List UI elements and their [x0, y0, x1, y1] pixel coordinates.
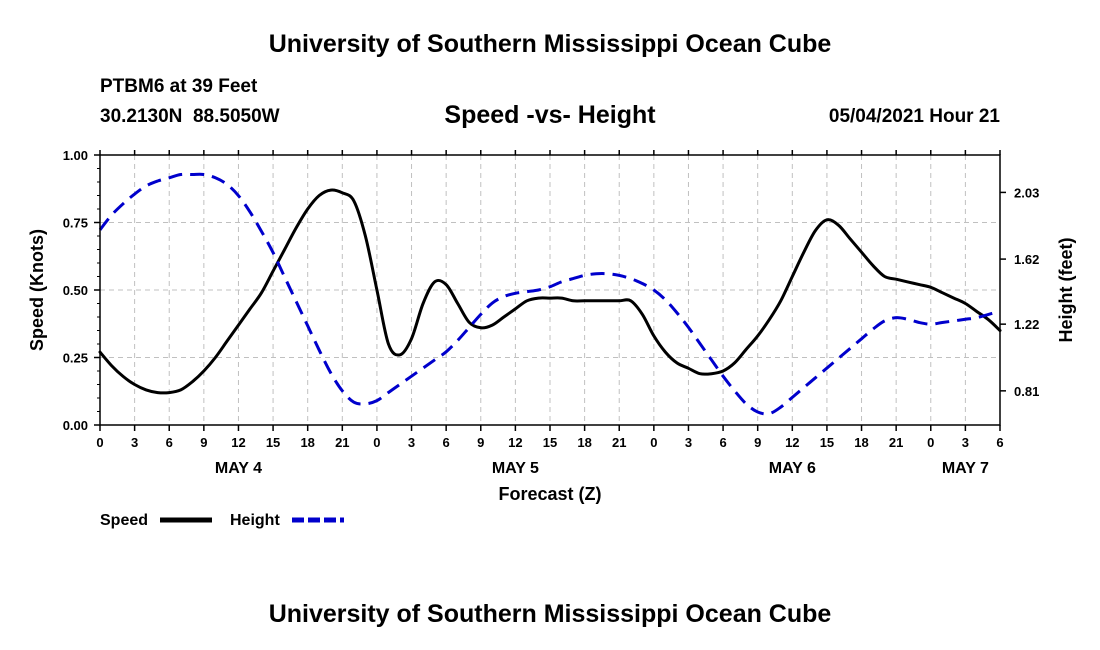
y2-tick-label: 2.03: [1014, 185, 1039, 200]
x-tick-label: 21: [889, 435, 903, 450]
x-tick-label: 21: [335, 435, 349, 450]
x-tick-label: 18: [854, 435, 868, 450]
forecast-date: 05/04/2021 Hour 21: [828, 106, 1000, 127]
y-tick-label: 0.75: [63, 216, 88, 231]
x-tick-label: 6: [719, 435, 726, 450]
x-tick-label: 6: [996, 435, 1003, 450]
legend-label-height: Height: [230, 512, 280, 529]
x-tick-label: 15: [820, 435, 834, 450]
day-label: MAY 5: [492, 460, 539, 477]
y-tick-label: 0.00: [63, 418, 88, 433]
x-tick-label: 15: [266, 435, 280, 450]
x-tick-label: 0: [927, 435, 934, 450]
day-label: MAY 7: [942, 460, 989, 477]
x-tick-label: 0: [96, 435, 103, 450]
x-tick-label: 3: [131, 435, 138, 450]
speed-series-line: [98, 188, 1002, 395]
y2-tick-label: 0.81: [1014, 384, 1039, 399]
station-coordinates: 30.2130N 88.5050W: [100, 106, 280, 127]
x-tick-label: 0: [373, 435, 380, 450]
x-tick-label: 18: [300, 435, 314, 450]
y-tick-label: 0.25: [63, 351, 88, 366]
x-tick-label: 6: [443, 435, 450, 450]
x-tick-label: 3: [408, 435, 415, 450]
x-tick-label: 15: [543, 435, 557, 450]
axes: 0 3 6 9 12 15 18 21 0 3 6 9 12 15 18 21 0 3 6 9 12 15 18 21 0 3 6 0…: [63, 148, 1040, 477]
day-label: MAY 6: [769, 460, 816, 477]
chart-title: Speed -vs- Height: [444, 101, 656, 129]
x-tick-label: 9: [754, 435, 761, 450]
x-tick-label: 3: [962, 435, 969, 450]
y-tick-label: 1.00: [63, 148, 88, 163]
x-axis-title: Forecast (Z): [498, 484, 601, 504]
day-label: MAY 4: [215, 460, 262, 477]
y-axis-title: Speed (Knots): [27, 229, 47, 351]
y2-tick-label: 1.22: [1014, 317, 1039, 332]
footer-title: University of Southern Mississippi Ocean…: [268, 600, 832, 628]
y2-axis-title: Height (feet): [1056, 238, 1076, 343]
y2-tick-label: 1.62: [1014, 252, 1039, 267]
grid: [99, 154, 1001, 426]
x-tick-label: 9: [200, 435, 207, 450]
y-tick-label: 0.50: [63, 283, 88, 298]
x-tick-label: 9: [477, 435, 484, 450]
x-tick-label: 0: [650, 435, 657, 450]
series-layer: [98, 172, 1002, 416]
legend: Speed Height: [100, 512, 344, 529]
x-tick-label: 12: [785, 435, 799, 450]
legend-label-speed: Speed: [100, 512, 148, 529]
x-tick-label: 12: [508, 435, 522, 450]
x-tick-label: 3: [685, 435, 692, 450]
x-tick-label: 18: [577, 435, 591, 450]
station-name: PTBM6 at 39 Feet: [100, 76, 258, 97]
x-tick-label: 21: [612, 435, 626, 450]
x-tick-label: 6: [166, 435, 173, 450]
main-title: University of Southern Mississippi Ocean…: [268, 30, 832, 58]
x-tick-label: 12: [231, 435, 245, 450]
height-series-line: [98, 172, 1001, 416]
